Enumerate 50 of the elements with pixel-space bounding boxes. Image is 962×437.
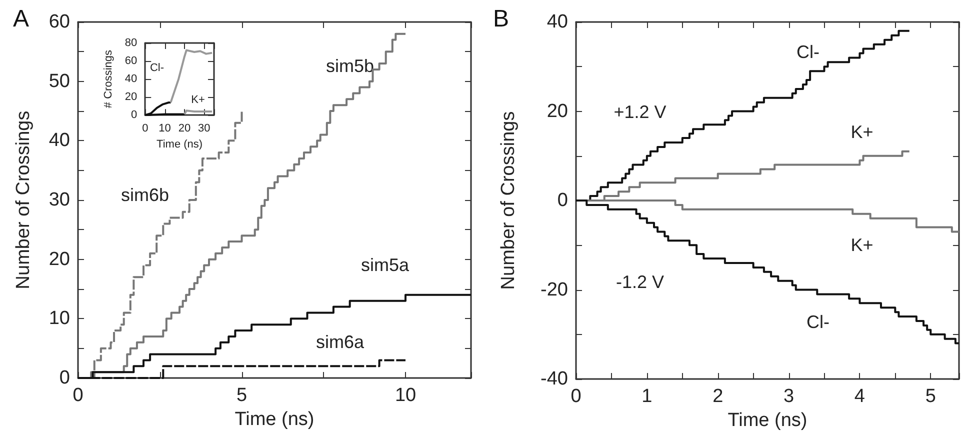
x-axis-title: Time (ns): [234, 409, 314, 430]
y-tick-label: 40: [124, 73, 138, 86]
x-tick-label: 1: [642, 386, 652, 407]
y-tick-label: 0: [131, 109, 138, 122]
annotation: Cl-: [796, 42, 820, 62]
x-tick-label: 5: [925, 386, 936, 407]
y-tick-label: 20: [124, 91, 138, 104]
x-tick-label: 2: [712, 386, 724, 407]
x-tick-label: 3: [783, 386, 794, 407]
x-tick-label: 0: [72, 385, 84, 406]
x-tick-label: 10: [158, 122, 171, 135]
y-tick-label: -40: [540, 368, 568, 390]
chart-title: A: [13, 6, 30, 32]
y-tick-label: 40: [546, 12, 568, 32]
y-tick-label: 60: [124, 55, 138, 68]
annotation: K+: [850, 122, 874, 142]
chart-title: B: [493, 6, 510, 32]
annotation: Cl-: [806, 312, 830, 332]
x-axis-title: Time (ns): [156, 138, 203, 150]
y-tick-label: 30: [48, 190, 70, 210]
x-tick-label: 0: [142, 122, 148, 135]
y-tick-label: 0: [59, 368, 70, 388]
annotation: sim6a: [316, 332, 365, 352]
annotation: sim5a: [360, 255, 410, 275]
annotation: -1.2 V: [616, 272, 664, 292]
y-tick-label: 10: [48, 308, 70, 330]
y-tick-label: 20: [546, 100, 568, 122]
x-tick-label: 30: [198, 122, 210, 135]
annotation: sim6b: [120, 185, 170, 205]
x-tick-label: 4: [854, 386, 866, 407]
x-tick-label: 10: [394, 385, 416, 406]
y-tick-label: 50: [48, 70, 70, 92]
y-tick-label: 80: [124, 37, 138, 49]
annotation: sim5b: [326, 56, 374, 76]
x-tick-label: 0: [570, 386, 582, 407]
annotation: K+: [850, 235, 874, 255]
x-tick-label: 5: [236, 385, 248, 406]
y-tick-label: 40: [48, 130, 70, 152]
y-axis-title: Number of Crossings: [498, 111, 519, 290]
y-tick-label: 20: [48, 248, 70, 270]
annotation: Cl-: [150, 62, 164, 74]
annotation: +1.2 V: [614, 102, 666, 122]
y-tick-label: -20: [540, 279, 568, 300]
x-axis-title: Time (ns): [728, 410, 808, 431]
y-axis-title: Number of Crossings: [13, 110, 34, 290]
y-axis-title: # Crossings: [102, 50, 114, 108]
annotation: K+: [191, 94, 205, 106]
x-tick-label: 20: [178, 122, 191, 135]
y-tick-label: 0: [557, 190, 568, 211]
y-tick-label: 60: [48, 12, 70, 32]
